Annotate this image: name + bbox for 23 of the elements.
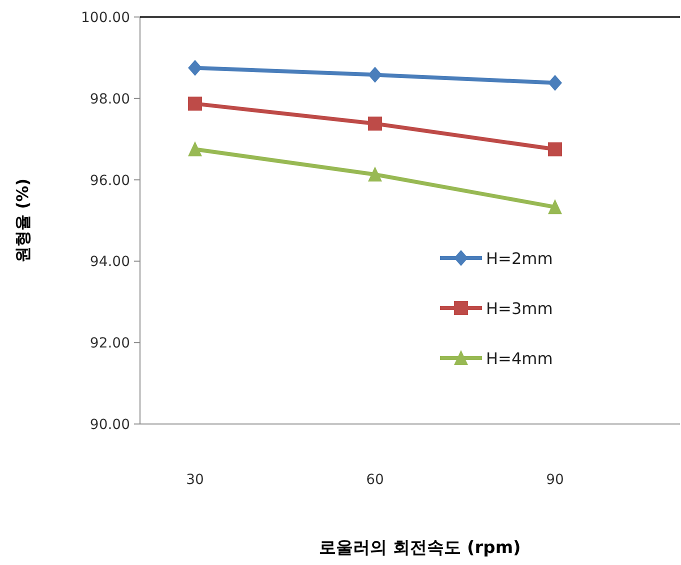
- x-tick-label: 30: [186, 472, 204, 488]
- y-tick-label: 100.00: [81, 10, 130, 26]
- point: [188, 141, 202, 156]
- point: [368, 66, 382, 83]
- y-tick-label: 92.00: [90, 336, 130, 352]
- x-axis-title: 로울러의 회전속도 (rpm): [319, 538, 521, 558]
- y-axis-title: 원형율 (%): [13, 178, 32, 263]
- legend-label: H=2mm: [486, 249, 553, 268]
- point: [188, 96, 202, 111]
- point: [548, 142, 562, 156]
- y-tick-label: 90.00: [90, 417, 130, 433]
- point: [548, 199, 562, 214]
- y-tick-label: 96.00: [90, 172, 130, 189]
- point: [368, 166, 382, 182]
- point: [368, 116, 382, 131]
- y-tick-label: 94.00: [90, 254, 130, 270]
- x-tick-label: 90: [546, 472, 564, 488]
- legend-label: H=4mm: [486, 349, 553, 368]
- legend-label: H=3mm: [486, 299, 553, 318]
- x-tick-label: 60: [366, 472, 384, 488]
- y-tick-label: 98.00: [90, 91, 130, 108]
- point: [188, 60, 202, 76]
- point: [548, 74, 562, 91]
